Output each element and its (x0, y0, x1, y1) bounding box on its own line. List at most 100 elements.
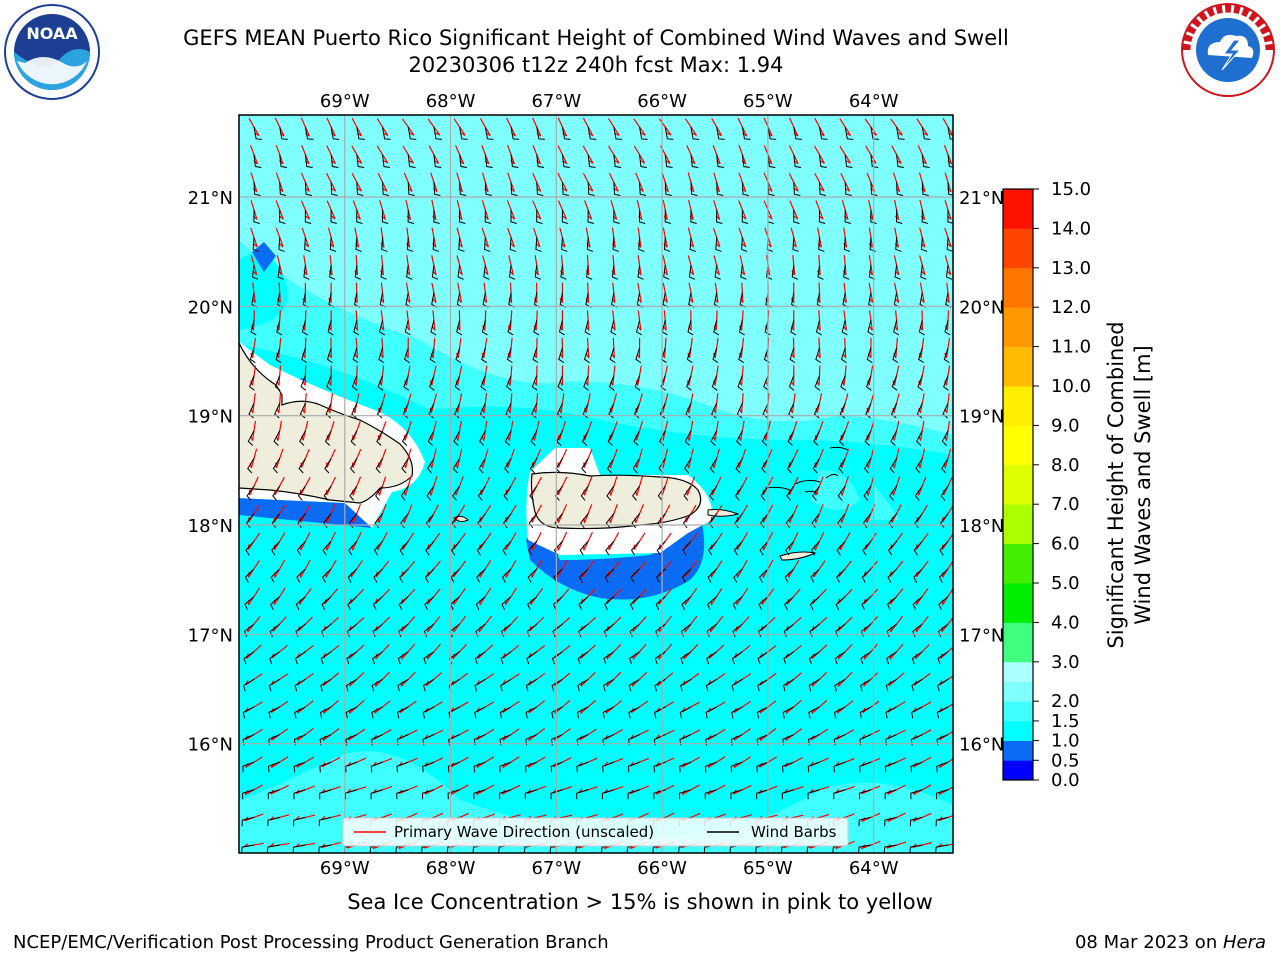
wave-height-field-nw-patch (239, 253, 288, 330)
wave-direction-arrow (893, 255, 900, 275)
wind-barb (920, 265, 927, 280)
wind-barb (301, 320, 308, 336)
wind-barb (576, 789, 589, 800)
wind-barb (484, 209, 492, 224)
wind-barb (480, 375, 487, 391)
wind-barb (473, 789, 486, 800)
wind-barb (375, 458, 383, 474)
wind-barb (505, 402, 512, 419)
lon-label-bottom: 65°W (743, 858, 793, 879)
wave-direction-arrow (406, 255, 411, 276)
wind-barb (814, 375, 821, 391)
wind-barb (432, 237, 439, 252)
wind-barb (891, 375, 898, 391)
wind-barb (423, 651, 435, 665)
wind-barb (704, 789, 717, 800)
wind-barb (299, 402, 306, 419)
wind-barb (789, 347, 796, 364)
lon-label-top: 68°W (426, 91, 476, 112)
wind-barb (610, 320, 617, 336)
footer-date-text: 08 Mar 2023 on (1074, 932, 1223, 953)
wind-barb (355, 237, 362, 252)
wind-barb (818, 126, 828, 140)
wave-height-field-0.5-1m-south-pr (526, 515, 705, 600)
wind-barb (837, 485, 846, 501)
wind-barb (632, 458, 640, 474)
colorbar-segment (1003, 267, 1033, 288)
wind-barb (247, 430, 255, 446)
wave-height-field-virgin-islands-patch (810, 470, 900, 520)
wind-barb (731, 706, 743, 719)
wind-barb (244, 568, 255, 583)
colorbar-segment (1003, 228, 1033, 249)
wind-barb (858, 816, 872, 827)
wind-barb (786, 485, 795, 501)
wind-barb (760, 485, 769, 501)
wind-barb (251, 265, 259, 280)
wave-direction-arrow (329, 255, 333, 276)
wind-barb (510, 154, 519, 168)
wind-barb (243, 678, 255, 692)
colorbar-tick-label: 5.0 (1051, 573, 1080, 594)
wind-barb (452, 485, 461, 501)
wave-arrow-head (357, 160, 363, 164)
wind-barb (639, 154, 647, 168)
wind-barb (533, 320, 540, 336)
wind-barb (249, 375, 255, 391)
wind-barb (268, 706, 280, 719)
wind-barb (784, 568, 795, 583)
wind-barb (605, 513, 615, 529)
wind-barb (353, 320, 360, 336)
wind-barb (557, 375, 564, 391)
wind-barb (818, 237, 825, 252)
wave-arrow-head (383, 132, 389, 136)
wind-barb (479, 402, 486, 419)
wave-arrow-head (611, 270, 616, 276)
wind-barb (249, 347, 256, 364)
colorbar-segment (1003, 583, 1033, 604)
lon-label-bottom: 69°W (320, 858, 370, 879)
colorbar-segment (1003, 189, 1033, 210)
wind-barb (639, 182, 647, 196)
wind-barb (689, 237, 696, 252)
wind-barb (501, 568, 512, 583)
wind-barb (576, 761, 589, 773)
wind-barb (887, 568, 897, 583)
wave-arrow-head (562, 187, 568, 192)
wind-barb (500, 651, 512, 665)
wind-barb (606, 485, 615, 501)
wave-arrow-head (252, 270, 258, 276)
wind-barb (428, 375, 435, 391)
wind-barb (422, 706, 435, 719)
wind-barb (809, 623, 820, 638)
wind-barb (406, 265, 413, 280)
wind-barb (275, 347, 282, 364)
wind-barb (659, 402, 666, 419)
wind-barb (577, 678, 589, 692)
wind-barb (578, 568, 589, 583)
sea-ice-note: Sea Ice Concentration > 15% is shown in … (347, 890, 933, 914)
wind-barb (484, 182, 492, 196)
wind-barb (865, 402, 872, 419)
wind-barb (424, 568, 435, 583)
wind-barb (613, 182, 621, 196)
wave-direction-arrow (321, 757, 341, 768)
wind-barb (915, 458, 923, 474)
wind-barb (630, 540, 640, 556)
wave-direction-arrow (662, 255, 669, 275)
wind-barb (426, 485, 435, 501)
wave-arrow-head (580, 681, 584, 687)
wind-barb (733, 568, 743, 583)
wind-barb (294, 678, 306, 692)
wave-arrow-head (863, 681, 866, 687)
colorbar-label-line2: Wind Waves and Swell [m] (1131, 345, 1155, 625)
wind-barb (783, 623, 795, 638)
wind-barb (921, 209, 929, 224)
wind-barb (558, 347, 565, 364)
wind-barb (628, 678, 640, 692)
wind-barb (351, 375, 358, 391)
wind-barb (628, 706, 640, 719)
wind-barb (474, 651, 486, 665)
wind-barb (499, 761, 512, 773)
wind-barb (788, 375, 795, 391)
